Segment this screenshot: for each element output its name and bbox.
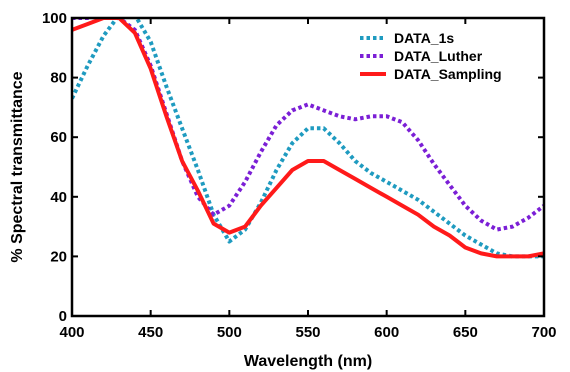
axis-ticks (71, 17, 545, 317)
y-tick-label: 60 (50, 129, 67, 146)
x-tick-label: 600 (374, 324, 399, 341)
x-tick-label: 650 (453, 324, 478, 341)
x-tick-label: 700 (531, 324, 556, 341)
legend-label: DATA_Sampling (394, 66, 502, 82)
x-tick-label: 400 (59, 324, 84, 341)
series-line-data-sampling (72, 18, 544, 259)
x-axis-title: Wavelength (nm) (244, 353, 372, 370)
y-tick-label: 0 (59, 308, 67, 325)
x-tick-label: 450 (138, 324, 163, 341)
series-line-data-1s (72, 18, 544, 259)
y-axis-title: % Spectral transmittance (9, 71, 26, 262)
legend-item: DATA_Sampling (360, 66, 502, 82)
legend-item: DATA_1s (360, 30, 454, 46)
y-tick-label: 20 (50, 248, 67, 265)
legend: DATA_1s DATA_Luther DATA_Sampling (360, 30, 502, 82)
plot-lines (72, 18, 544, 259)
legend-label: DATA_1s (394, 30, 454, 46)
y-tick-label: 40 (50, 189, 67, 206)
x-tick-label: 550 (295, 324, 320, 341)
legend-item: DATA_Luther (360, 48, 483, 64)
x-tick-label: 500 (217, 324, 242, 341)
y-tick-label: 100 (42, 10, 67, 27)
axis-tick-labels: 400 450 500 550 600 650 700 0 20 40 60 80 100 (42, 10, 557, 341)
y-tick-label: 80 (50, 70, 67, 87)
legend-label: DATA_Luther (394, 48, 483, 64)
